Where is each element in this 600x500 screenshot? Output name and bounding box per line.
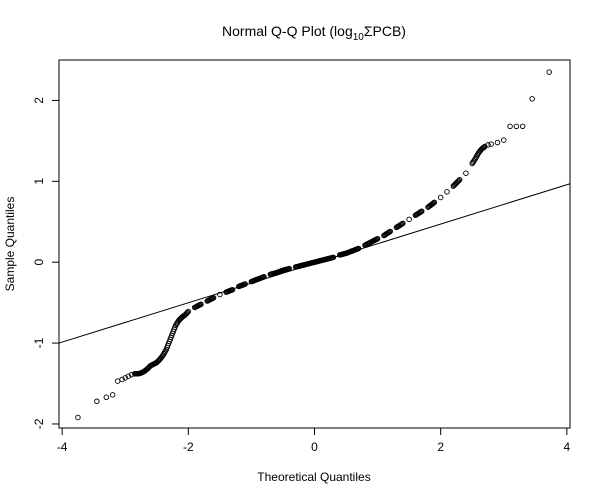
x-tick-label: 4 bbox=[564, 440, 571, 454]
data-point bbox=[488, 141, 494, 147]
data-point bbox=[400, 220, 406, 227]
data-point bbox=[546, 69, 552, 75]
data-point bbox=[437, 194, 444, 201]
data-point bbox=[103, 394, 110, 401]
y-tick-label: 0 bbox=[32, 259, 46, 266]
data-point bbox=[286, 265, 293, 272]
data-point bbox=[114, 378, 121, 384]
data-point bbox=[456, 177, 462, 184]
data-point bbox=[210, 295, 217, 301]
y-tick-label: -1 bbox=[32, 337, 46, 348]
data-point bbox=[456, 176, 463, 183]
chart-title-main: Normal Q-Q Plot (log bbox=[222, 23, 353, 39]
data-point bbox=[75, 414, 81, 421]
data-point bbox=[519, 123, 526, 130]
y-tick-label: 1 bbox=[32, 178, 46, 185]
data-point bbox=[406, 216, 412, 223]
data-point bbox=[494, 139, 501, 146]
data-point bbox=[185, 308, 192, 315]
data-point bbox=[198, 301, 204, 308]
y-axis-label: Sample Quantiles bbox=[3, 197, 17, 292]
data-point bbox=[217, 291, 223, 298]
data-point bbox=[387, 228, 393, 235]
y-tick-label: 2 bbox=[32, 97, 46, 104]
data-point bbox=[513, 123, 520, 130]
data-point bbox=[122, 375, 128, 381]
data-point bbox=[355, 245, 362, 252]
x-axis: -4 -2 0 2 4 bbox=[57, 428, 571, 454]
data-point bbox=[501, 137, 507, 143]
data-point bbox=[419, 208, 425, 214]
data-point bbox=[463, 170, 469, 176]
chart-title-rest: ΣPCB) bbox=[364, 23, 406, 39]
data-point bbox=[374, 235, 381, 242]
x-tick-label: -2 bbox=[183, 440, 194, 454]
data-point bbox=[125, 373, 132, 379]
data-point bbox=[482, 143, 488, 150]
x-tick-label: -4 bbox=[57, 440, 68, 454]
chart-title: Normal Q-Q Plot (log10ΣPCB) bbox=[222, 23, 406, 43]
data-point bbox=[529, 96, 535, 102]
data-point bbox=[109, 392, 116, 398]
data-points bbox=[75, 69, 552, 421]
data-point bbox=[261, 274, 267, 280]
data-point bbox=[119, 376, 125, 383]
data-point bbox=[242, 281, 248, 287]
data-point bbox=[480, 144, 487, 151]
x-axis-label: Theoretical Quantiles bbox=[257, 470, 370, 484]
chart-title-subscript: 10 bbox=[353, 32, 365, 43]
data-point bbox=[330, 254, 337, 261]
data-point bbox=[455, 178, 461, 185]
x-tick-label: 2 bbox=[437, 440, 444, 454]
y-tick-label: -2 bbox=[32, 418, 46, 429]
data-point bbox=[184, 309, 191, 316]
x-tick-label: 0 bbox=[311, 440, 318, 454]
data-point bbox=[183, 310, 190, 316]
data-point bbox=[485, 142, 491, 148]
data-point bbox=[507, 123, 513, 130]
data-point bbox=[430, 200, 436, 207]
y-axis: -2 -1 0 1 2 bbox=[32, 97, 59, 429]
data-point bbox=[430, 200, 437, 206]
data-point bbox=[481, 144, 487, 150]
data-point bbox=[444, 189, 450, 195]
data-point bbox=[94, 398, 100, 405]
data-point bbox=[431, 199, 438, 206]
data-point bbox=[229, 286, 236, 293]
